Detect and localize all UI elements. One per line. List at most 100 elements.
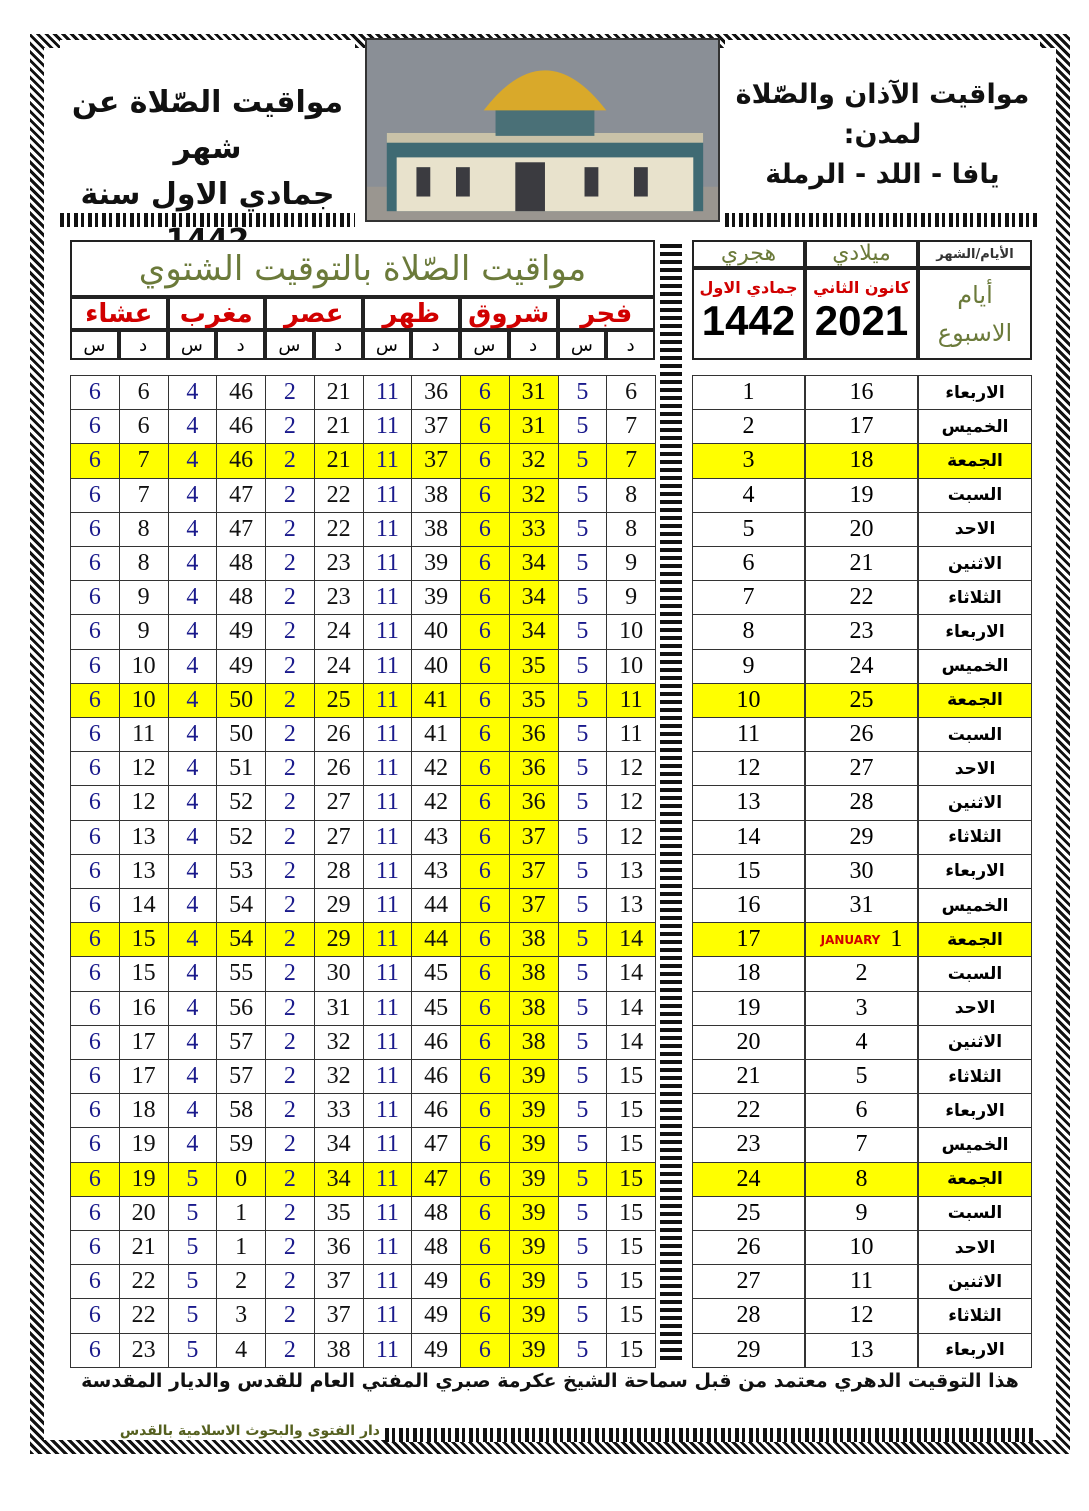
- time-cell: 29: [313, 922, 364, 958]
- time-cell: 6: [70, 614, 120, 650]
- time-cell: 5: [167, 1298, 218, 1334]
- time-cell: 38: [508, 990, 559, 1026]
- time-cell: 5: [557, 511, 608, 547]
- time-cell: 5: [557, 580, 608, 616]
- time-cell: 54: [216, 888, 266, 924]
- time-cell: 2: [265, 1059, 315, 1095]
- time-cell: 5: [167, 1195, 218, 1231]
- time-cell: 17: [118, 1059, 169, 1095]
- hijri-day: 10: [692, 682, 805, 718]
- unit-header: س: [557, 330, 607, 360]
- time-cell: 23: [118, 1332, 169, 1368]
- hijri-day: 29: [692, 1332, 805, 1368]
- time-cell: 13: [606, 853, 656, 889]
- prayer-name-header: فجر: [557, 297, 655, 330]
- time-cell: 5: [557, 443, 608, 479]
- time-cell: 12: [606, 751, 656, 787]
- time-cell: 11: [606, 682, 656, 718]
- time-cell: 50: [216, 717, 266, 753]
- time-cell: 39: [508, 1127, 559, 1163]
- time-cell: 6: [460, 580, 510, 616]
- time-cell: 39: [508, 1093, 559, 1129]
- time-cell: 56: [216, 990, 266, 1026]
- time-cell: 6: [70, 785, 120, 821]
- hijri-day: 13: [692, 785, 805, 821]
- time-cell: 11: [362, 819, 413, 855]
- gregorian-day: 13: [805, 1332, 918, 1368]
- time-cell: 5: [557, 1298, 608, 1334]
- time-cell: 38: [508, 1024, 559, 1060]
- time-cell: 36: [508, 785, 559, 821]
- time-cell: 37: [411, 443, 461, 479]
- time-cell: 39: [508, 1298, 559, 1334]
- time-cell: 5: [557, 717, 608, 753]
- time-cell: 2: [265, 477, 315, 513]
- time-cell: 6: [460, 409, 510, 445]
- hijri-day: 4: [692, 477, 805, 513]
- time-cell: 6: [460, 990, 510, 1026]
- time-cell: 31: [313, 990, 364, 1026]
- gregorian-day-number: 11: [849, 1268, 874, 1295]
- time-cell: 38: [508, 956, 559, 992]
- time-cell: 11: [362, 717, 413, 753]
- time-cell: 4: [167, 922, 218, 958]
- gregorian-day: 28: [805, 785, 918, 821]
- hijri-month: جمادي الاول: [699, 278, 798, 297]
- time-cell: 11: [362, 1093, 413, 1129]
- time-cell: 35: [313, 1195, 364, 1231]
- time-cell: 5: [557, 614, 608, 650]
- time-cell: 6: [460, 477, 510, 513]
- gregorian-day: 29: [805, 819, 918, 855]
- time-cell: 11: [362, 1059, 413, 1095]
- ornament-divider: [725, 213, 1040, 227]
- time-cell: 4: [167, 648, 218, 684]
- time-cell: 6: [460, 648, 510, 684]
- time-cell: 6: [70, 1332, 120, 1368]
- time-cell: 15: [606, 1093, 656, 1129]
- weekday: السبت: [918, 477, 1032, 513]
- footer-approval: هذا التوقيت الدهري معتمد من قبل سماحة ال…: [81, 1370, 1019, 1392]
- time-cell: 4: [167, 614, 218, 650]
- time-cell: 21: [313, 375, 364, 411]
- time-cell: 53: [216, 853, 266, 889]
- time-cell: 39: [508, 1195, 559, 1231]
- time-cell: 6: [70, 990, 120, 1026]
- weekday: الاحد: [918, 990, 1032, 1026]
- time-cell: 2: [265, 1127, 315, 1163]
- time-cell: 5: [557, 990, 608, 1026]
- time-cell: 6: [460, 1093, 510, 1129]
- time-cell: 58: [216, 1093, 266, 1129]
- time-cell: 5: [167, 1161, 218, 1197]
- time-cell: 2: [265, 375, 315, 411]
- hijri-month-header: جمادي الاول 1442: [692, 268, 805, 360]
- time-cell: 26: [313, 751, 364, 787]
- time-cell: 5: [557, 648, 608, 684]
- gregorian-day-number: 21: [849, 550, 874, 577]
- time-cell: 13: [118, 819, 169, 855]
- time-cell: 15: [606, 1127, 656, 1163]
- hijri-day: 17: [692, 922, 805, 958]
- time-cell: 47: [216, 477, 266, 513]
- ornament-divider: [60, 213, 355, 227]
- gregorian-day: 11: [805, 1264, 918, 1300]
- gregorian-day-number: 12: [849, 1302, 874, 1329]
- time-cell: 11: [362, 1195, 413, 1231]
- time-cell: 2: [265, 853, 315, 889]
- hijri-day: 7: [692, 580, 805, 616]
- time-cell: 42: [411, 751, 461, 787]
- time-cell: 14: [606, 990, 656, 1026]
- time-cell: 11: [362, 409, 413, 445]
- time-cell: 37: [508, 888, 559, 924]
- time-cell: 2: [265, 888, 315, 924]
- time-cell: 12: [606, 785, 656, 821]
- weekday: السبت: [918, 717, 1032, 753]
- time-cell: 2: [265, 819, 315, 855]
- time-cell: 6: [70, 819, 120, 855]
- time-cell: 6: [460, 1024, 510, 1060]
- hijri-day: 28: [692, 1298, 805, 1334]
- time-cell: 6: [70, 511, 120, 547]
- hijri-day: 15: [692, 853, 805, 889]
- time-cell: 11: [362, 990, 413, 1026]
- time-cell: 5: [557, 375, 608, 411]
- time-cell: 4: [167, 785, 218, 821]
